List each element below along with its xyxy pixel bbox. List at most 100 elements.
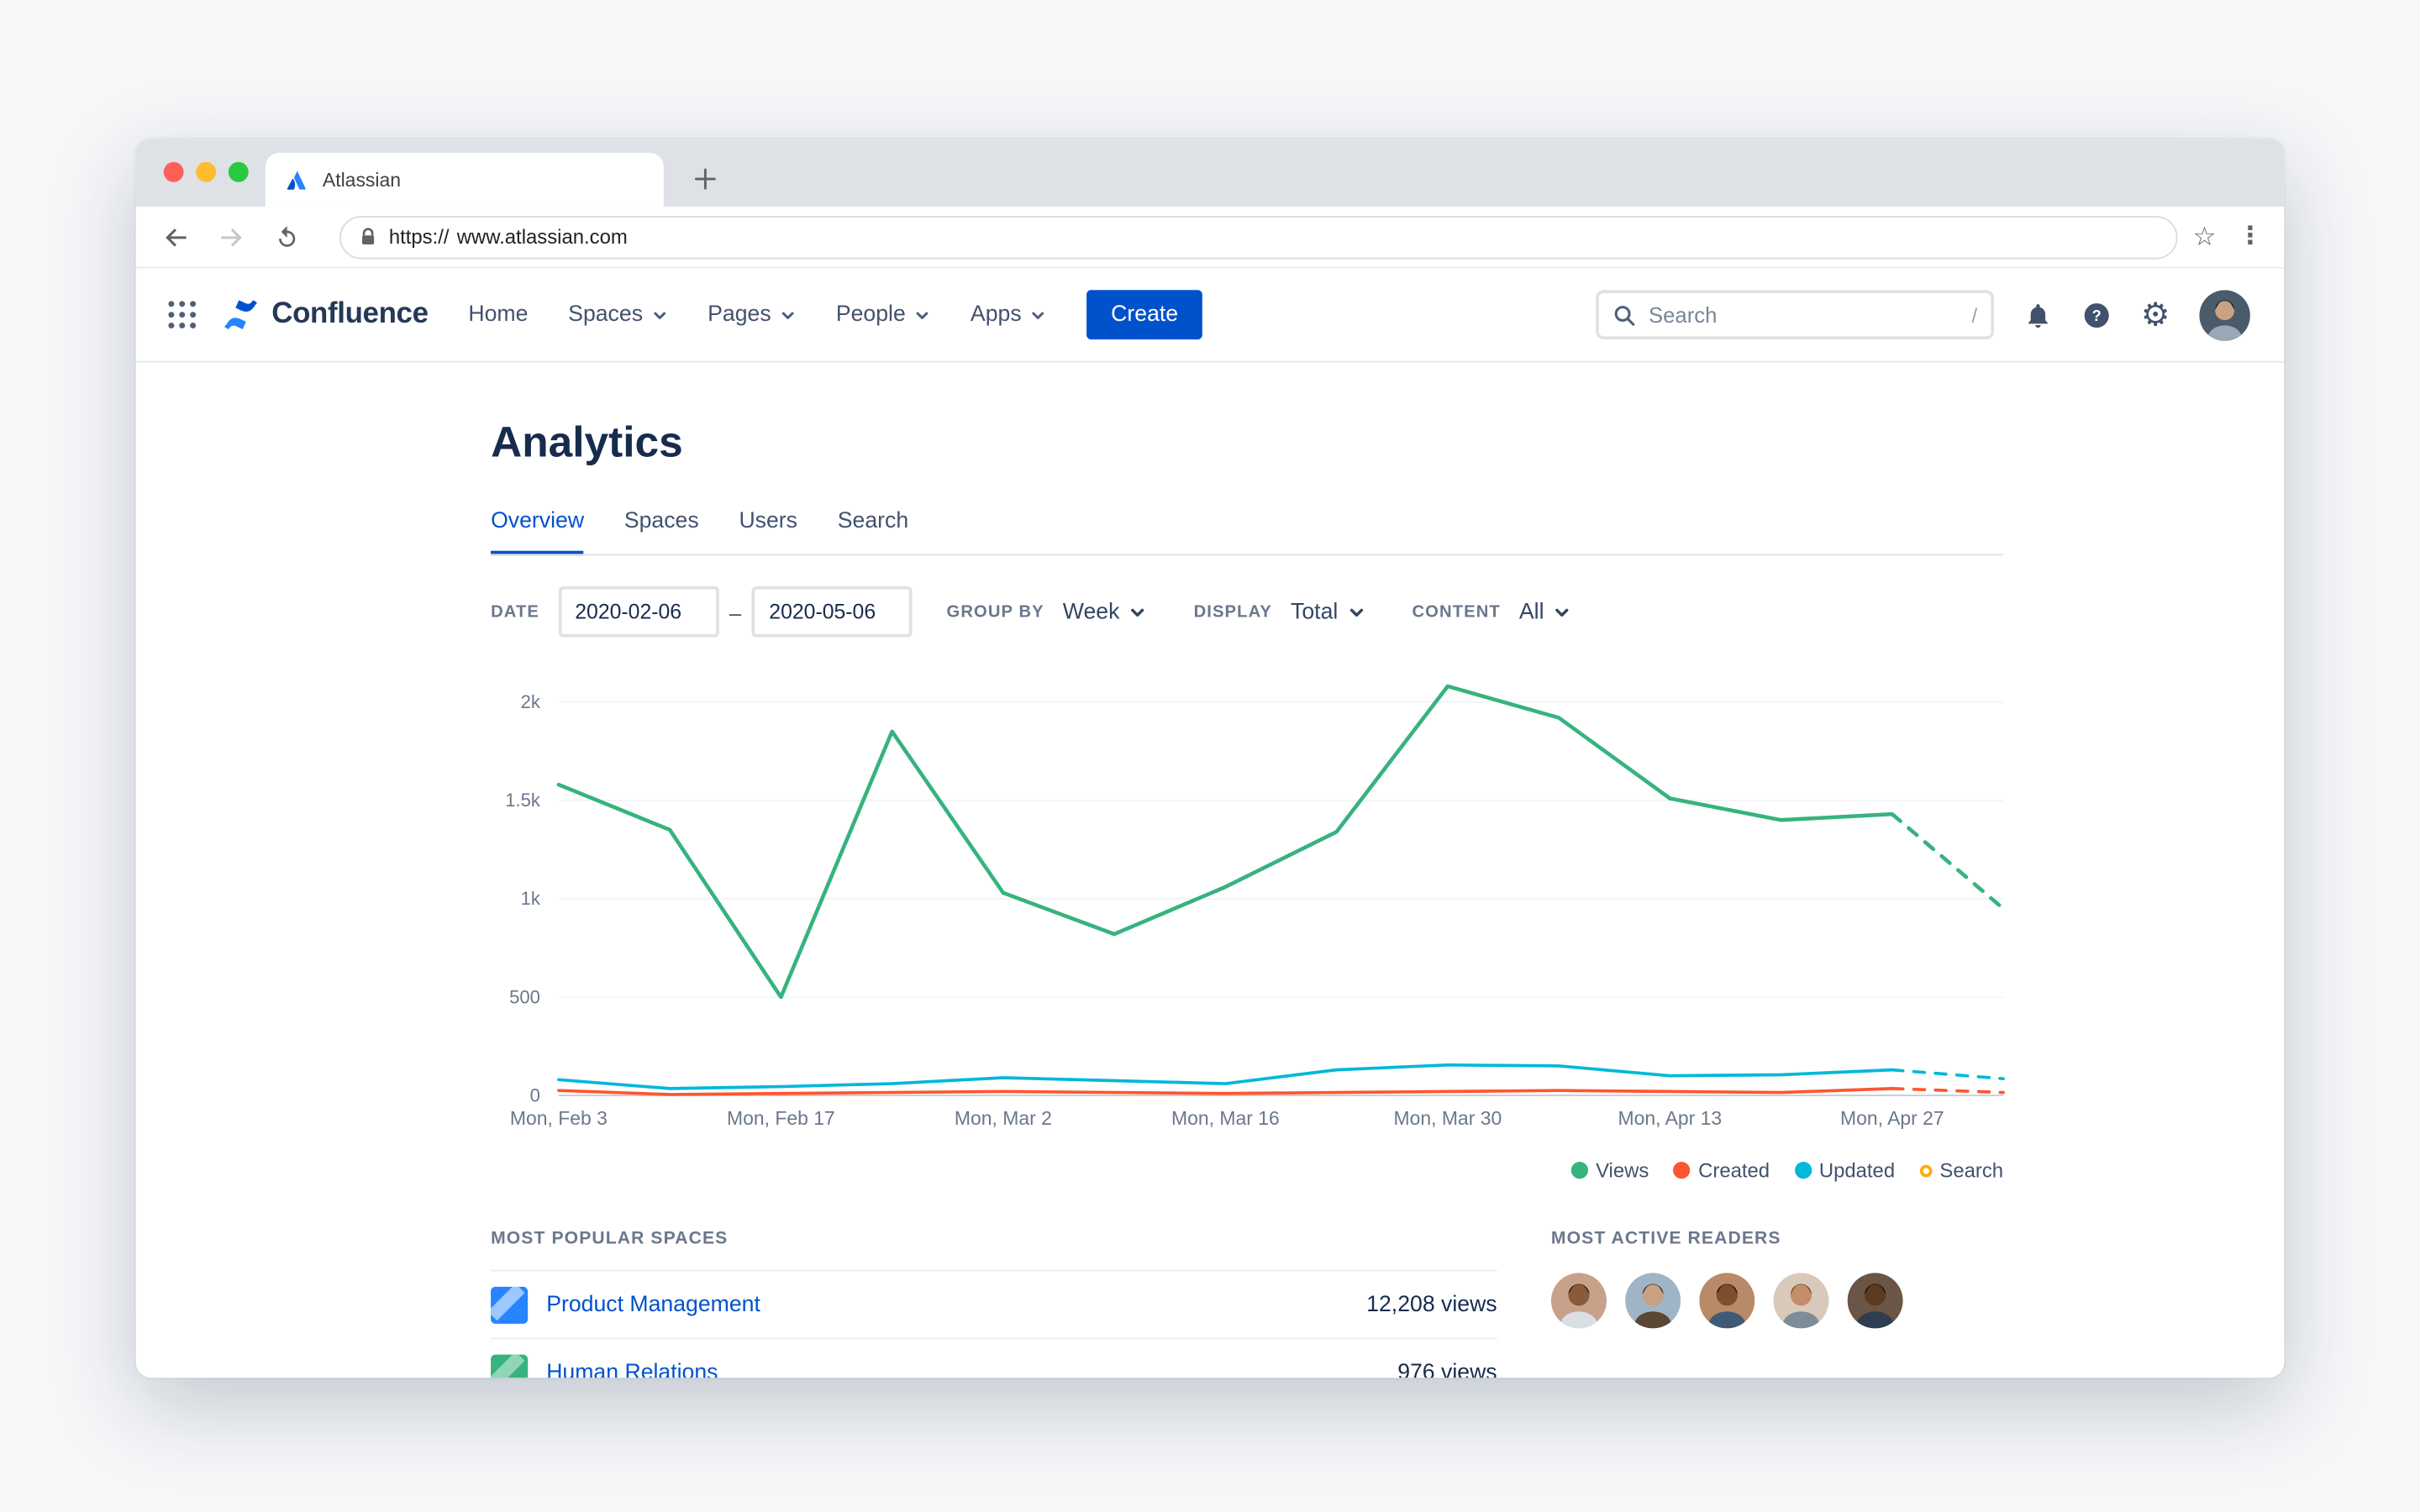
header-actions: / ? ⚙ — [1596, 289, 2250, 340]
page-title: Analytics — [491, 417, 683, 466]
reader-avatar[interactable] — [1847, 1273, 1903, 1329]
new-tab-button[interactable] — [686, 159, 726, 199]
legend-views[interactable]: Views — [1570, 1158, 1649, 1182]
tabs-divider — [491, 554, 2004, 556]
y-tick-label: 1.5k — [505, 790, 541, 811]
most-active-readers-section: MOST ACTIVE READERS — [1550, 1229, 1903, 1329]
group-by-dropdown[interactable]: Week — [1063, 600, 1148, 624]
url-host: www.atlassian.com — [456, 225, 628, 249]
traffic-lights — [163, 161, 249, 182]
app-switcher-icon[interactable] — [166, 299, 197, 330]
date-label: DATE — [491, 602, 539, 622]
space-views: 976 views — [1397, 1360, 1497, 1378]
x-tick-label: Mon, Apr 13 — [1618, 1107, 1722, 1129]
chevron-down-icon — [913, 307, 930, 323]
x-tick-label: Mon, Mar 2 — [955, 1107, 1052, 1129]
nav-apps[interactable]: Apps — [971, 302, 1046, 327]
chevron-down-icon — [1128, 602, 1147, 621]
space-views: 12,208 views — [1366, 1292, 1497, 1317]
space-icon — [491, 1353, 529, 1378]
created-series-dot — [1673, 1162, 1691, 1179]
group-by-label: GROUP BY — [946, 602, 1044, 622]
chevron-down-icon — [1554, 602, 1572, 621]
browser-window: Atlassian https:// w — [135, 139, 2285, 1378]
user-avatar[interactable] — [2199, 289, 2250, 340]
forward-button[interactable] — [213, 218, 250, 255]
section-title: MOST POPULAR SPACES — [491, 1229, 729, 1248]
tab-spaces[interactable]: Spaces — [623, 509, 699, 534]
url-scheme: https:// — [388, 225, 450, 249]
date-from-input[interactable] — [558, 585, 719, 638]
x-tick-label: Mon, Mar 16 — [1171, 1107, 1280, 1129]
chevron-down-icon — [650, 307, 667, 323]
chart-series-created — [557, 1087, 1894, 1096]
back-button[interactable] — [157, 218, 194, 255]
views-series-dot — [1570, 1162, 1588, 1179]
help-icon[interactable]: ? — [2082, 300, 2112, 329]
reader-avatar[interactable] — [1699, 1273, 1755, 1329]
x-tick-label: Mon, Feb 17 — [727, 1107, 835, 1129]
chart-series-views-forecast — [1890, 811, 2006, 911]
chevron-down-icon — [1347, 602, 1365, 621]
browser-tabstrip: Atlassian — [135, 139, 2285, 207]
chart-series-updated-forecast — [1890, 1068, 2005, 1081]
chart-series-created-forecast — [1890, 1087, 2005, 1095]
filter-bar: DATE – GROUP BY Week DISPLAY Total CONTE… — [491, 585, 1618, 638]
tab-users[interactable]: Users — [739, 509, 798, 534]
create-button[interactable]: Create — [1086, 290, 1203, 340]
reader-avatar[interactable] — [1625, 1273, 1681, 1329]
confluence-brand[interactable]: Confluence — [222, 297, 429, 333]
bookmark-star-icon[interactable]: ☆ — [2192, 222, 2217, 252]
browser-menu-icon[interactable]: ⋮ — [2238, 223, 2263, 249]
nav-spaces[interactable]: Spaces — [568, 302, 667, 327]
display-dropdown[interactable]: Total — [1291, 600, 1365, 624]
window-close-button[interactable] — [163, 161, 184, 182]
notifications-bell-icon[interactable] — [2023, 300, 2053, 329]
search-shortcut: / — [1971, 302, 1978, 327]
analytics-tabs: Overview Spaces Users Search — [491, 506, 909, 556]
content-dropdown[interactable]: All — [1519, 600, 1572, 624]
browser-tab[interactable]: Atlassian — [265, 152, 664, 207]
tab-overview[interactable]: Overview — [491, 506, 585, 556]
space-link[interactable]: Product Management — [546, 1292, 760, 1317]
tab-search[interactable]: Search — [837, 509, 909, 534]
window-minimize-button[interactable] — [196, 161, 217, 182]
url-bar[interactable]: https:// www.atlassian.com — [339, 215, 2178, 259]
chart-legend: Views Created Updated Search — [491, 1158, 2003, 1182]
chart-series-views — [556, 684, 1895, 1000]
main-nav: Home Spaces Pages People Apps — [468, 302, 1046, 327]
legend-updated[interactable]: Updated — [1794, 1158, 1895, 1182]
legend-created[interactable]: Created — [1673, 1158, 1770, 1182]
date-range-separator: – — [729, 599, 742, 624]
popular-spaces-list: Product Management 12,208 views Human Re… — [491, 1269, 1497, 1378]
chart-series-updated — [557, 1063, 1894, 1090]
nav-pages[interactable]: Pages — [708, 302, 796, 327]
tab-title: Atlassian — [322, 169, 402, 191]
legend-search[interactable]: Search — [1919, 1158, 2003, 1182]
space-icon — [491, 1285, 529, 1323]
reload-button[interactable] — [269, 218, 306, 255]
reader-avatars — [1550, 1273, 1903, 1329]
reader-avatar[interactable] — [1773, 1273, 1829, 1329]
space-link[interactable]: Human Relations — [546, 1360, 718, 1378]
y-tick-label: 0 — [530, 1084, 540, 1105]
search-input[interactable] — [1648, 302, 1960, 328]
atlassian-favicon-icon — [284, 167, 308, 192]
chevron-down-icon — [779, 307, 796, 323]
confluence-header: Confluence Home Spaces Pages People — [135, 268, 2285, 363]
nav-home[interactable]: Home — [468, 302, 529, 328]
global-search[interactable]: / — [1596, 290, 1995, 340]
url-text: https:// www.atlassian.com — [389, 225, 628, 249]
date-to-input[interactable] — [752, 585, 913, 638]
settings-gear-icon[interactable]: ⚙ — [2140, 297, 2170, 333]
reader-avatar[interactable] — [1550, 1273, 1607, 1329]
most-popular-spaces-section: MOST POPULAR SPACES Product Management 1… — [491, 1230, 1497, 1378]
section-title: MOST ACTIVE READERS — [1550, 1229, 1781, 1248]
nav-people[interactable]: People — [836, 302, 930, 327]
y-tick-label: 500 — [509, 986, 540, 1007]
window-zoom-button[interactable] — [228, 161, 249, 182]
x-tick-label: Mon, Mar 30 — [1393, 1107, 1502, 1129]
y-tick-label: 1k — [521, 888, 541, 909]
search-icon — [1613, 303, 1637, 327]
